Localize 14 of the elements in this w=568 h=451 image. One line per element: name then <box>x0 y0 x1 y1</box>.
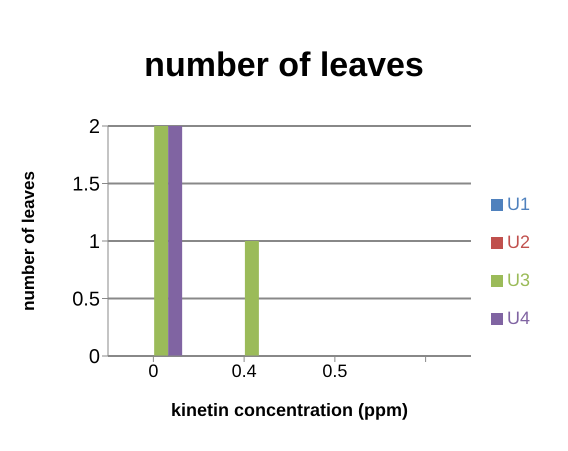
legend-label: U1 <box>506 194 530 214</box>
chart-title: number of leaves <box>143 45 425 86</box>
y-tick-label: 1.5 <box>72 174 100 196</box>
legend-label: U4 <box>506 308 530 328</box>
y-axis-title: number of leaves <box>19 171 38 311</box>
y-tick-label: 0.5 <box>72 288 100 311</box>
x-tick-label: 0.5 <box>322 360 348 381</box>
y-tick-label: 2 <box>88 116 100 138</box>
y-tick-label: 1 <box>88 231 100 254</box>
legend-label: U3 <box>506 270 530 290</box>
x-tick-label: 0.4 <box>232 360 257 381</box>
x-axis-title: kinetin concentration (ppm) <box>170 400 408 420</box>
legend-label: U2 <box>506 232 530 252</box>
x-tick-label: 0 <box>148 360 158 381</box>
